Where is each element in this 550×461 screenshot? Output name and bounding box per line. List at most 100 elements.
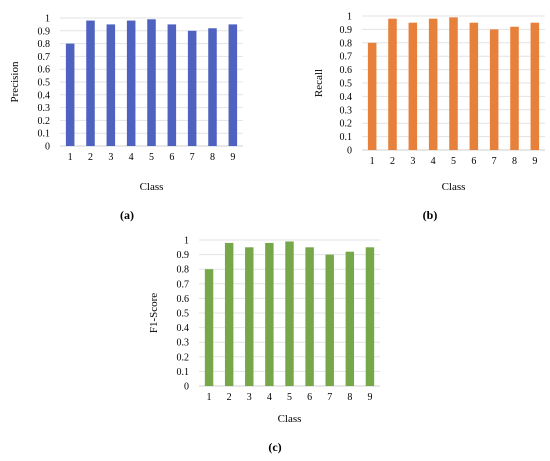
bar (325, 254, 334, 386)
bar (245, 247, 254, 386)
bar (265, 242, 274, 386)
bar (86, 20, 95, 147)
x-tick-label: 4 (129, 152, 134, 163)
y-tick-label: 0.3 (340, 105, 353, 116)
x-tick-label: 3 (247, 392, 252, 403)
bar (187, 30, 197, 146)
y-tick-label: 0.2 (38, 116, 51, 127)
x-tick-label: 8 (512, 156, 517, 167)
bar (224, 242, 234, 386)
x-tick-label: 2 (227, 392, 232, 403)
bar (388, 18, 397, 151)
y-tick-label: 0.4 (38, 90, 51, 101)
x-tick-label: 6 (169, 152, 174, 163)
y-tick-label: 0.8 (38, 39, 51, 50)
bar (285, 241, 294, 386)
x-tick-label: 8 (347, 392, 352, 403)
x-tick-label: 5 (149, 152, 154, 163)
y-tick-label: 1 (45, 14, 50, 25)
y-axis-label: Recall (313, 69, 325, 97)
bar (305, 247, 314, 386)
x-tick-label: 3 (410, 156, 415, 167)
x-axis-label: Class (278, 413, 302, 425)
bar (65, 43, 75, 146)
y-tick-label: 0.2 (340, 119, 353, 130)
f1-score-chart: 0 0.1 0.2 0.3 0.4 0.5 0.6 0.7 0.8 0.9 1 1 2 3 4 5 6 7 8 9 Cl… (148, 236, 380, 454)
y-tick-label: 0.2 (177, 352, 190, 363)
y-tick-label: 0.3 (38, 103, 51, 114)
bar (126, 20, 136, 147)
precision-chart: 00.10.20.30.40.50.60.70.80.911 2 3 4 5 6 7 8 9Cl… (9, 14, 243, 222)
bar (530, 22, 540, 151)
bar (167, 24, 177, 146)
bar (510, 26, 519, 150)
x-axis-label: Class (140, 181, 164, 193)
bar (449, 17, 458, 151)
y-tick-label: 0.7 (38, 52, 51, 63)
y-tick-label: 0 (347, 146, 352, 157)
x-axis-label: Class (442, 181, 466, 193)
y-tick-label: 0.5 (340, 79, 353, 90)
x-tick-label: 9 (230, 152, 235, 163)
x-tick-label: 7 (492, 156, 497, 167)
bar (106, 24, 116, 146)
y-tick-label: 0.5 (38, 78, 51, 89)
y-tick-label: 0.7 (177, 279, 190, 290)
bar (489, 29, 499, 150)
y-tick-label: 0 (184, 382, 189, 393)
bar (428, 18, 438, 151)
x-tick-label: 9 (532, 156, 537, 167)
x-tick-label: 4 (431, 156, 436, 167)
x-tick-label: 8 (210, 152, 215, 163)
x-tick-label: 7 (327, 392, 332, 403)
bar (147, 19, 156, 147)
y-tick-label: 0.6 (340, 65, 353, 76)
y-tick-label: 0.6 (38, 65, 51, 76)
x-tick-label: 1 (207, 392, 212, 403)
y-tick-label: 0.4 (340, 92, 353, 103)
y-tick-label: 0.3 (177, 338, 190, 349)
x-tick-label: 1 (68, 152, 73, 163)
y-tick-label: 0.6 (177, 294, 190, 305)
y-tick-label: 0.9 (177, 250, 190, 261)
y-tick-label: 0.8 (340, 38, 353, 49)
panel-label: (c) (268, 440, 281, 454)
y-tick-label: 0.1 (177, 367, 190, 378)
bar (367, 42, 377, 150)
x-tick-label: 3 (108, 152, 113, 163)
x-tick-label: 6 (471, 156, 476, 167)
y-tick-label: 0.4 (177, 323, 190, 334)
panel-label: (b) (423, 208, 438, 222)
bar (208, 28, 217, 147)
bar (469, 22, 479, 151)
y-tick-label: 0.7 (340, 52, 353, 63)
x-tick-label: 7 (190, 152, 195, 163)
bar (345, 251, 355, 386)
y-tick-label: 0.9 (340, 25, 353, 36)
x-tick-label: 4 (267, 392, 272, 403)
y-tick-label: 0.5 (177, 309, 190, 320)
y-tick-label: 1 (184, 236, 189, 247)
recall-chart: 0 0.1 0.2 0.3 0.4 0.5 0.6 0.7 0.8 0.9 1 1 2 3 4 5 6 7 8 9 Cl… (313, 12, 545, 222)
x-tick-label: 1 (370, 156, 375, 167)
x-tick-label: 2 (88, 152, 93, 163)
bar (408, 22, 418, 151)
y-tick-label: 0.9 (38, 26, 51, 37)
panel-label: (a) (120, 208, 134, 222)
x-tick-label: 9 (367, 392, 372, 403)
y-tick-label: 0.1 (340, 132, 353, 143)
y-tick-label: 1 (347, 12, 352, 23)
y-tick-label: 0.1 (38, 129, 51, 140)
y-tick-label: 0.8 (177, 265, 190, 276)
x-tick-label: 2 (390, 156, 395, 167)
bar (365, 247, 375, 386)
bar (228, 24, 238, 146)
y-axis-label: F1-Score (148, 293, 160, 333)
x-tick-label: 5 (451, 156, 456, 167)
y-tick-label: 0 (45, 142, 50, 153)
x-tick-label: 5 (287, 392, 292, 403)
x-tick-label: 6 (307, 392, 312, 403)
y-axis-label: Precision (9, 61, 21, 102)
bar (204, 269, 214, 386)
